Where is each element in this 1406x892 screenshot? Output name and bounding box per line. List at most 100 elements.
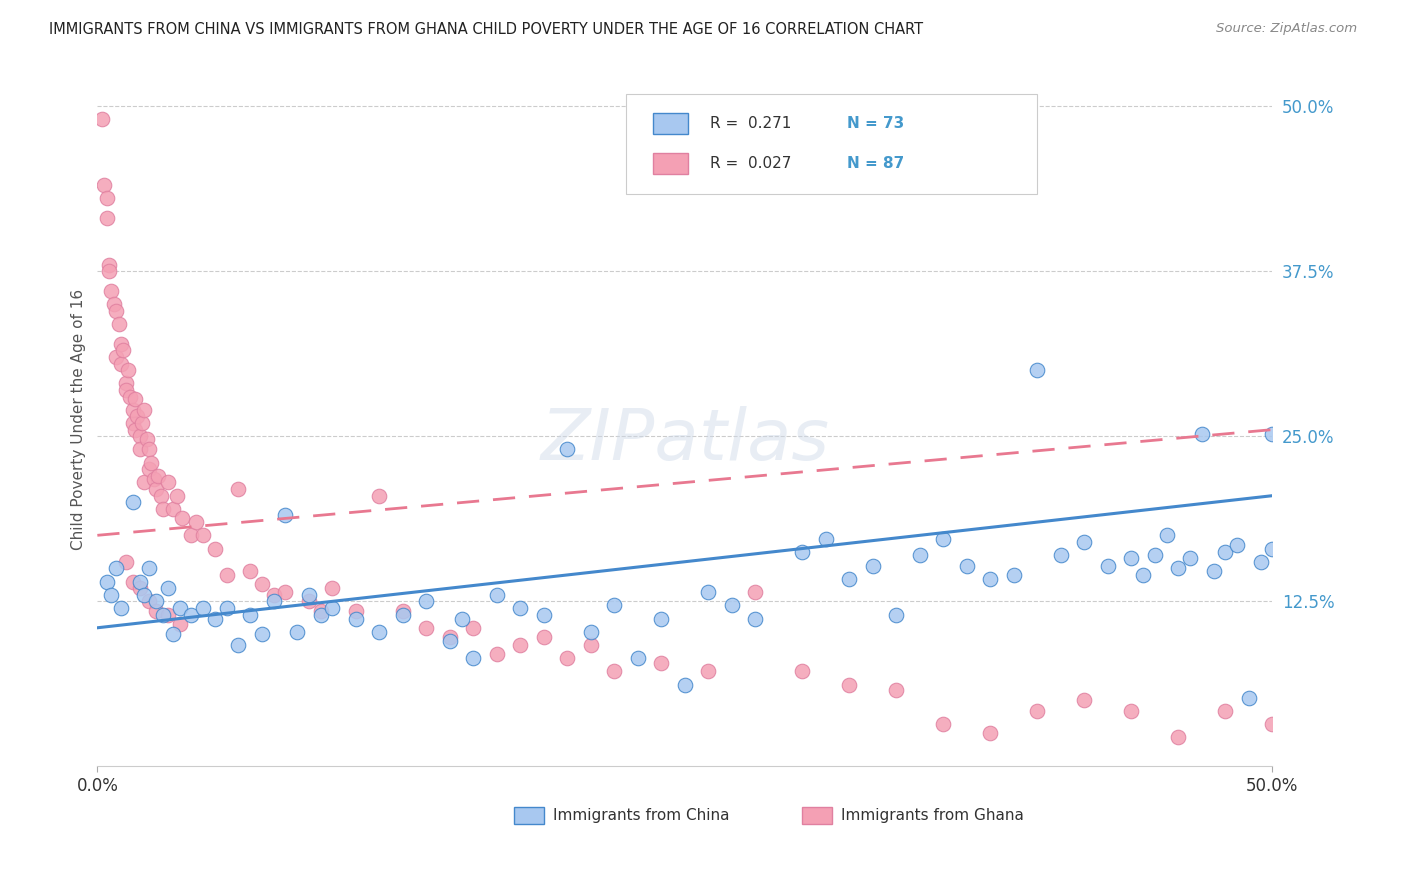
Point <box>228 638 250 652</box>
Point <box>579 624 602 639</box>
Point <box>204 541 226 556</box>
Point <box>135 432 157 446</box>
Point <box>463 651 485 665</box>
Point <box>117 363 139 377</box>
Text: R =  0.271: R = 0.271 <box>710 116 792 131</box>
Point <box>152 502 174 516</box>
Point <box>128 574 150 589</box>
Point <box>134 402 156 417</box>
Point <box>100 284 122 298</box>
Point <box>673 677 696 691</box>
Point <box>485 647 508 661</box>
Point <box>103 297 125 311</box>
Point <box>557 651 579 665</box>
Point <box>579 638 602 652</box>
Point <box>166 489 188 503</box>
Point <box>439 630 461 644</box>
Point <box>1156 528 1178 542</box>
Point <box>697 665 720 679</box>
Point <box>862 558 884 573</box>
Point <box>1261 426 1284 441</box>
Point <box>439 634 461 648</box>
Point <box>148 468 170 483</box>
Point <box>533 607 555 622</box>
Point <box>792 665 814 679</box>
Point <box>162 627 184 641</box>
Point <box>321 601 343 615</box>
Point <box>124 423 146 437</box>
Point <box>134 475 156 490</box>
Point <box>627 651 650 665</box>
Point <box>141 456 163 470</box>
Point <box>1167 561 1189 575</box>
Point <box>886 682 908 697</box>
Point <box>156 581 179 595</box>
Point <box>886 607 908 622</box>
Point <box>145 604 167 618</box>
Point <box>650 657 672 671</box>
Point <box>1121 550 1143 565</box>
Point <box>1050 548 1073 562</box>
Point <box>744 585 766 599</box>
Point <box>121 495 143 509</box>
Point <box>415 621 437 635</box>
Point <box>721 599 744 613</box>
Point <box>105 303 128 318</box>
Point <box>110 601 132 615</box>
Point <box>1097 558 1119 573</box>
Point <box>979 572 1001 586</box>
Point <box>1261 541 1284 556</box>
Text: Source: ZipAtlas.com: Source: ZipAtlas.com <box>1216 22 1357 36</box>
Point <box>1250 555 1272 569</box>
Point <box>321 581 343 595</box>
Point <box>263 588 285 602</box>
Point <box>215 601 238 615</box>
Point <box>138 594 160 608</box>
Point <box>979 726 1001 740</box>
Point <box>239 564 262 578</box>
Point <box>114 383 136 397</box>
Point <box>1215 545 1237 559</box>
Point <box>145 594 167 608</box>
Point <box>368 489 391 503</box>
Point <box>112 343 135 358</box>
Text: R =  0.027: R = 0.027 <box>710 155 792 170</box>
Point <box>1026 363 1049 377</box>
Point <box>285 624 308 639</box>
Text: N = 87: N = 87 <box>846 155 904 170</box>
Point <box>170 511 193 525</box>
Point <box>156 607 179 622</box>
Point <box>110 357 132 371</box>
Point <box>485 588 508 602</box>
Point <box>274 508 297 523</box>
Point <box>98 258 121 272</box>
Point <box>344 611 367 625</box>
Point <box>1215 704 1237 718</box>
Point <box>309 607 332 622</box>
Point <box>142 471 165 485</box>
Point <box>114 376 136 391</box>
Point <box>120 390 142 404</box>
Point <box>180 528 202 542</box>
Point <box>1191 426 1213 441</box>
Point <box>121 416 143 430</box>
Point <box>344 604 367 618</box>
Text: Immigrants from China: Immigrants from China <box>554 807 730 822</box>
Point <box>392 604 415 618</box>
Point <box>450 611 472 625</box>
Point <box>184 515 207 529</box>
Point <box>93 178 115 193</box>
Point <box>124 392 146 407</box>
Point <box>650 611 672 625</box>
Point <box>96 211 118 226</box>
FancyBboxPatch shape <box>654 153 689 174</box>
Y-axis label: Child Poverty Under the Age of 16: Child Poverty Under the Age of 16 <box>72 289 86 550</box>
Point <box>250 627 273 641</box>
Point <box>121 402 143 417</box>
Point <box>239 607 262 622</box>
Point <box>128 429 150 443</box>
Point <box>131 416 153 430</box>
Point <box>228 482 250 496</box>
Point <box>838 572 860 586</box>
Text: ZIPatlas: ZIPatlas <box>540 406 830 475</box>
